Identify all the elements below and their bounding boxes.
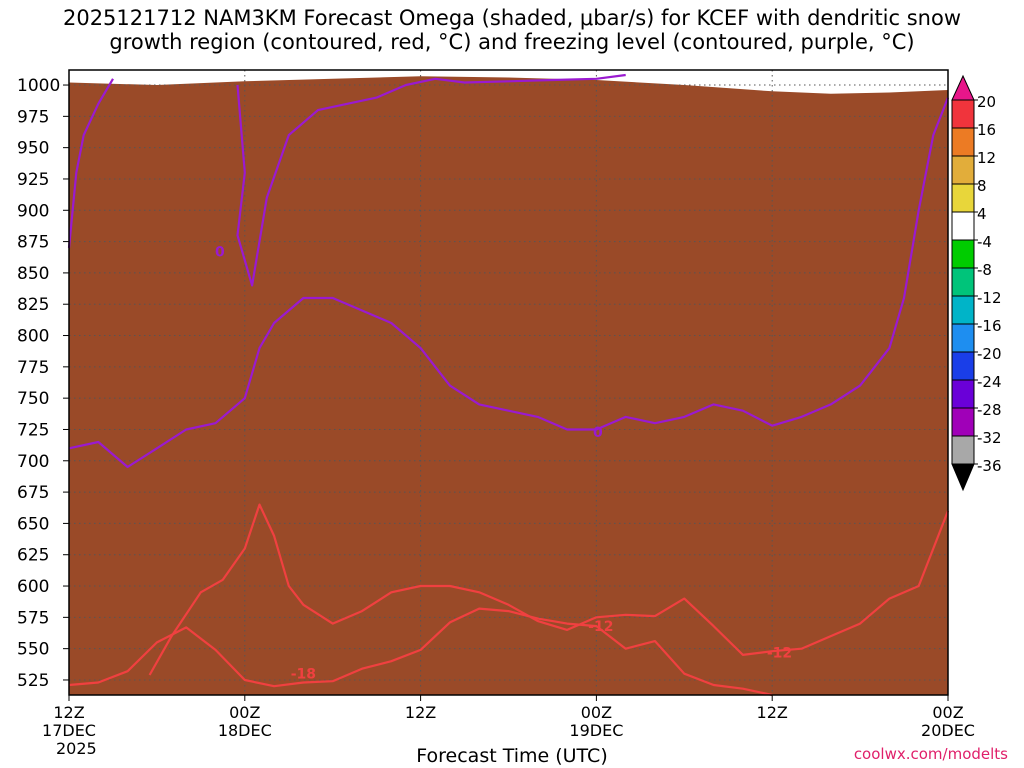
colorbar-swatch xyxy=(951,155,975,185)
y-tick-label: 725 xyxy=(17,420,49,440)
x-tick-label: 00Z xyxy=(581,703,612,722)
chart-title-line1: 2025121712 NAM3KM Forecast Omega (shaded… xyxy=(62,6,962,30)
colorbar-swatch xyxy=(951,435,975,465)
colorbar-label: 8 xyxy=(977,177,987,195)
ground-fill xyxy=(69,76,948,696)
colorbar-swatch xyxy=(951,127,975,157)
x-tick-label: 2025 xyxy=(56,739,97,758)
grid-lines xyxy=(69,70,948,695)
y-tick-label: 975 xyxy=(17,107,49,127)
x-axis-label: Forecast Time (UTC) xyxy=(416,745,608,767)
contour-line xyxy=(148,503,950,676)
colorbar-top-arrow xyxy=(951,74,975,101)
colorbar-swatch xyxy=(951,379,975,409)
colorbar: 20 16 12 8 4 -4 -8 -12 -16 -20 -24 -28 -32 -36 xyxy=(951,74,1002,492)
y-tick-label: 750 xyxy=(17,389,49,409)
x-tick-label: 00Z xyxy=(229,703,260,722)
y-tick-label: 525 xyxy=(17,671,49,691)
contour-label: -12 xyxy=(588,619,613,635)
y-tick-label: 925 xyxy=(17,170,49,190)
colorbar-swatch xyxy=(951,295,975,325)
y-tick-label: 950 xyxy=(17,139,49,159)
x-tick-label: 17DEC xyxy=(42,721,96,740)
y-tick-label: 825 xyxy=(17,295,49,315)
x-tick-label: 00Z xyxy=(932,703,963,722)
y-tick-label: 800 xyxy=(17,327,49,347)
x-tick-label: 12Z xyxy=(405,703,436,722)
colorbar-swatch xyxy=(951,239,975,269)
x-tick-label: 18DEC xyxy=(218,721,272,740)
colorbar-label: -16 xyxy=(977,317,1002,335)
colorbar-label: -12 xyxy=(977,289,1002,307)
colorbar-bottom-arrow xyxy=(951,463,975,492)
y-tick-label: 775 xyxy=(17,358,49,378)
contour-label: -12 xyxy=(767,645,792,661)
y-tick-label: 650 xyxy=(17,514,49,534)
plot-frame xyxy=(68,69,949,696)
temperature-contours xyxy=(67,73,950,697)
colorbar-label: 16 xyxy=(977,121,996,139)
y-tick-label: 575 xyxy=(17,608,49,628)
colorbar-label: -28 xyxy=(977,401,1002,419)
y-tick-label: 550 xyxy=(17,640,49,660)
colorbar-label: -36 xyxy=(977,457,1002,475)
y-axis-ticks: 525 550 575 600 625 650 675 700 725 750 775 800 825 8… xyxy=(17,76,69,691)
contour-label: 0 xyxy=(215,245,225,261)
colorbar-swatch xyxy=(951,351,975,381)
colorbar-label: -4 xyxy=(977,233,992,251)
y-tick-label: 600 xyxy=(17,577,49,597)
colorbar-swatch xyxy=(951,211,975,241)
y-tick-label: 900 xyxy=(17,201,49,221)
contour-labels: -18 -12 -12 0 0 xyxy=(215,245,792,683)
y-tick-label: 625 xyxy=(17,546,49,566)
x-tick-label: 12Z xyxy=(757,703,788,722)
contour-label: 0 xyxy=(593,425,603,441)
colorbar-label: -8 xyxy=(977,261,992,279)
contour-line xyxy=(68,607,773,697)
colorbar-label: -32 xyxy=(977,429,1002,447)
x-tick-label: 20DEC xyxy=(921,721,975,740)
y-tick-label: 850 xyxy=(17,264,49,284)
chart-title-line2: growth region (contoured, red, °C) and f… xyxy=(109,30,915,54)
contour-line xyxy=(236,73,626,287)
y-tick-label: 700 xyxy=(17,452,49,472)
x-tick-label: 12Z xyxy=(53,703,84,722)
ground-surface xyxy=(69,76,948,696)
y-tick-label: 1000 xyxy=(17,76,60,96)
colorbar-swatch xyxy=(951,183,975,213)
credit-text: coolwx.com/modelts xyxy=(853,745,1008,763)
colorbar-label: 20 xyxy=(977,93,996,111)
colorbar-swatch xyxy=(951,323,975,353)
x-tick-label: 19DEC xyxy=(569,721,623,740)
colorbar-label: 12 xyxy=(977,149,996,167)
contour-line xyxy=(68,97,950,469)
colorbar-swatch xyxy=(951,267,975,297)
colorbar-label: -20 xyxy=(977,345,1002,363)
contour-label: -18 xyxy=(291,667,316,683)
colorbar-label: 4 xyxy=(977,205,987,223)
y-tick-label: 675 xyxy=(17,483,49,503)
y-tick-label: 875 xyxy=(17,233,49,253)
colorbar-swatch xyxy=(951,407,975,437)
contour-line xyxy=(67,78,114,249)
colorbar-swatch xyxy=(951,99,975,129)
colorbar-label: -24 xyxy=(977,373,1002,391)
